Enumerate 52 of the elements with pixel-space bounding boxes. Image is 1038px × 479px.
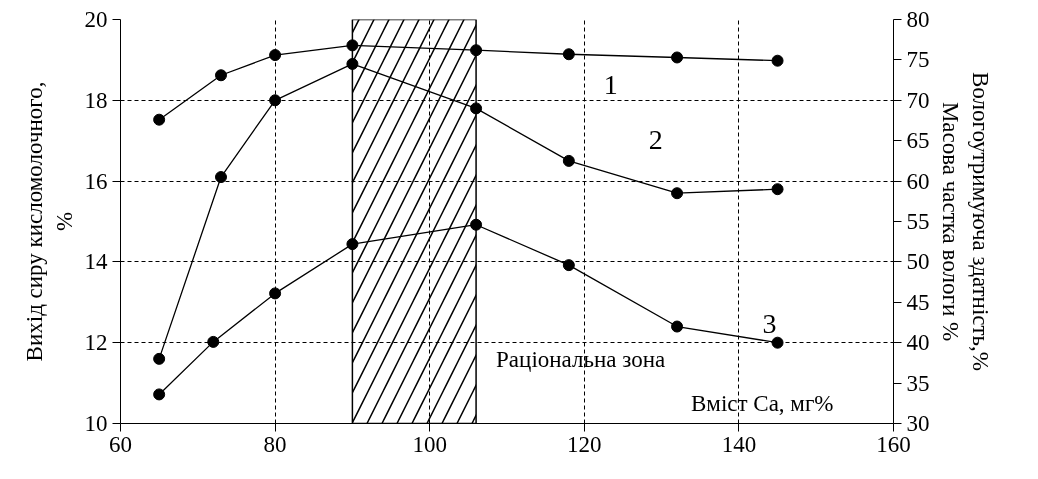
point xyxy=(470,102,483,115)
point xyxy=(214,171,227,184)
series-label: 3 xyxy=(762,307,777,339)
point xyxy=(671,51,684,64)
y2-axis-title: Вологоутримуюча здатність,% Масова частка вологи % xyxy=(937,72,993,371)
y2-tick-label: 55 xyxy=(906,209,930,234)
y-tick-label: 18 xyxy=(84,87,108,113)
point xyxy=(269,287,282,300)
y-tick-label: 14 xyxy=(84,249,108,275)
point xyxy=(214,69,227,82)
x-tick-label: 120 xyxy=(567,431,602,457)
point xyxy=(153,352,166,365)
y2-tick-label: 80 xyxy=(906,7,930,32)
point xyxy=(346,57,359,70)
x-tick-label: 60 xyxy=(109,431,132,457)
point xyxy=(771,183,784,196)
y2-tick-label: 35 xyxy=(906,370,930,396)
y-tick-label: 20 xyxy=(84,7,108,32)
y2-tick-label: 50 xyxy=(906,249,930,275)
series-label: 1 xyxy=(603,69,618,101)
point xyxy=(470,218,483,231)
point xyxy=(269,94,282,107)
y2-tick-label: 45 xyxy=(906,289,930,315)
y2-tick-label: 60 xyxy=(906,168,930,194)
point xyxy=(269,49,282,62)
y2-tick-label: 40 xyxy=(906,330,930,356)
y-axis-title: Вихід сиру кисломолочного, % xyxy=(21,81,77,362)
point xyxy=(562,154,575,167)
y2-tick-label: 70 xyxy=(906,87,930,113)
point xyxy=(346,238,359,251)
y-tick-label: 10 xyxy=(84,411,108,436)
x-tick-label: 80 xyxy=(263,431,287,457)
y-tick-label: 16 xyxy=(84,168,108,194)
point xyxy=(771,336,784,349)
point xyxy=(771,54,784,67)
point xyxy=(153,388,166,401)
point xyxy=(153,113,166,126)
series-label: 2 xyxy=(648,123,663,155)
y-tick-label: 12 xyxy=(84,330,108,356)
point xyxy=(346,39,359,52)
point xyxy=(671,320,684,333)
y2-tick-label: 65 xyxy=(906,128,930,154)
point xyxy=(562,259,575,272)
point xyxy=(470,44,483,57)
point xyxy=(562,48,575,61)
x-tick-label: 140 xyxy=(721,431,757,457)
point xyxy=(207,335,220,348)
y2-tick-label: 75 xyxy=(906,47,930,73)
x-tick-label: 100 xyxy=(412,431,447,457)
point xyxy=(671,187,684,200)
band-label: Раціональна зона xyxy=(496,346,666,372)
x-axis-title: Вміст Ca, мг% xyxy=(691,390,834,416)
